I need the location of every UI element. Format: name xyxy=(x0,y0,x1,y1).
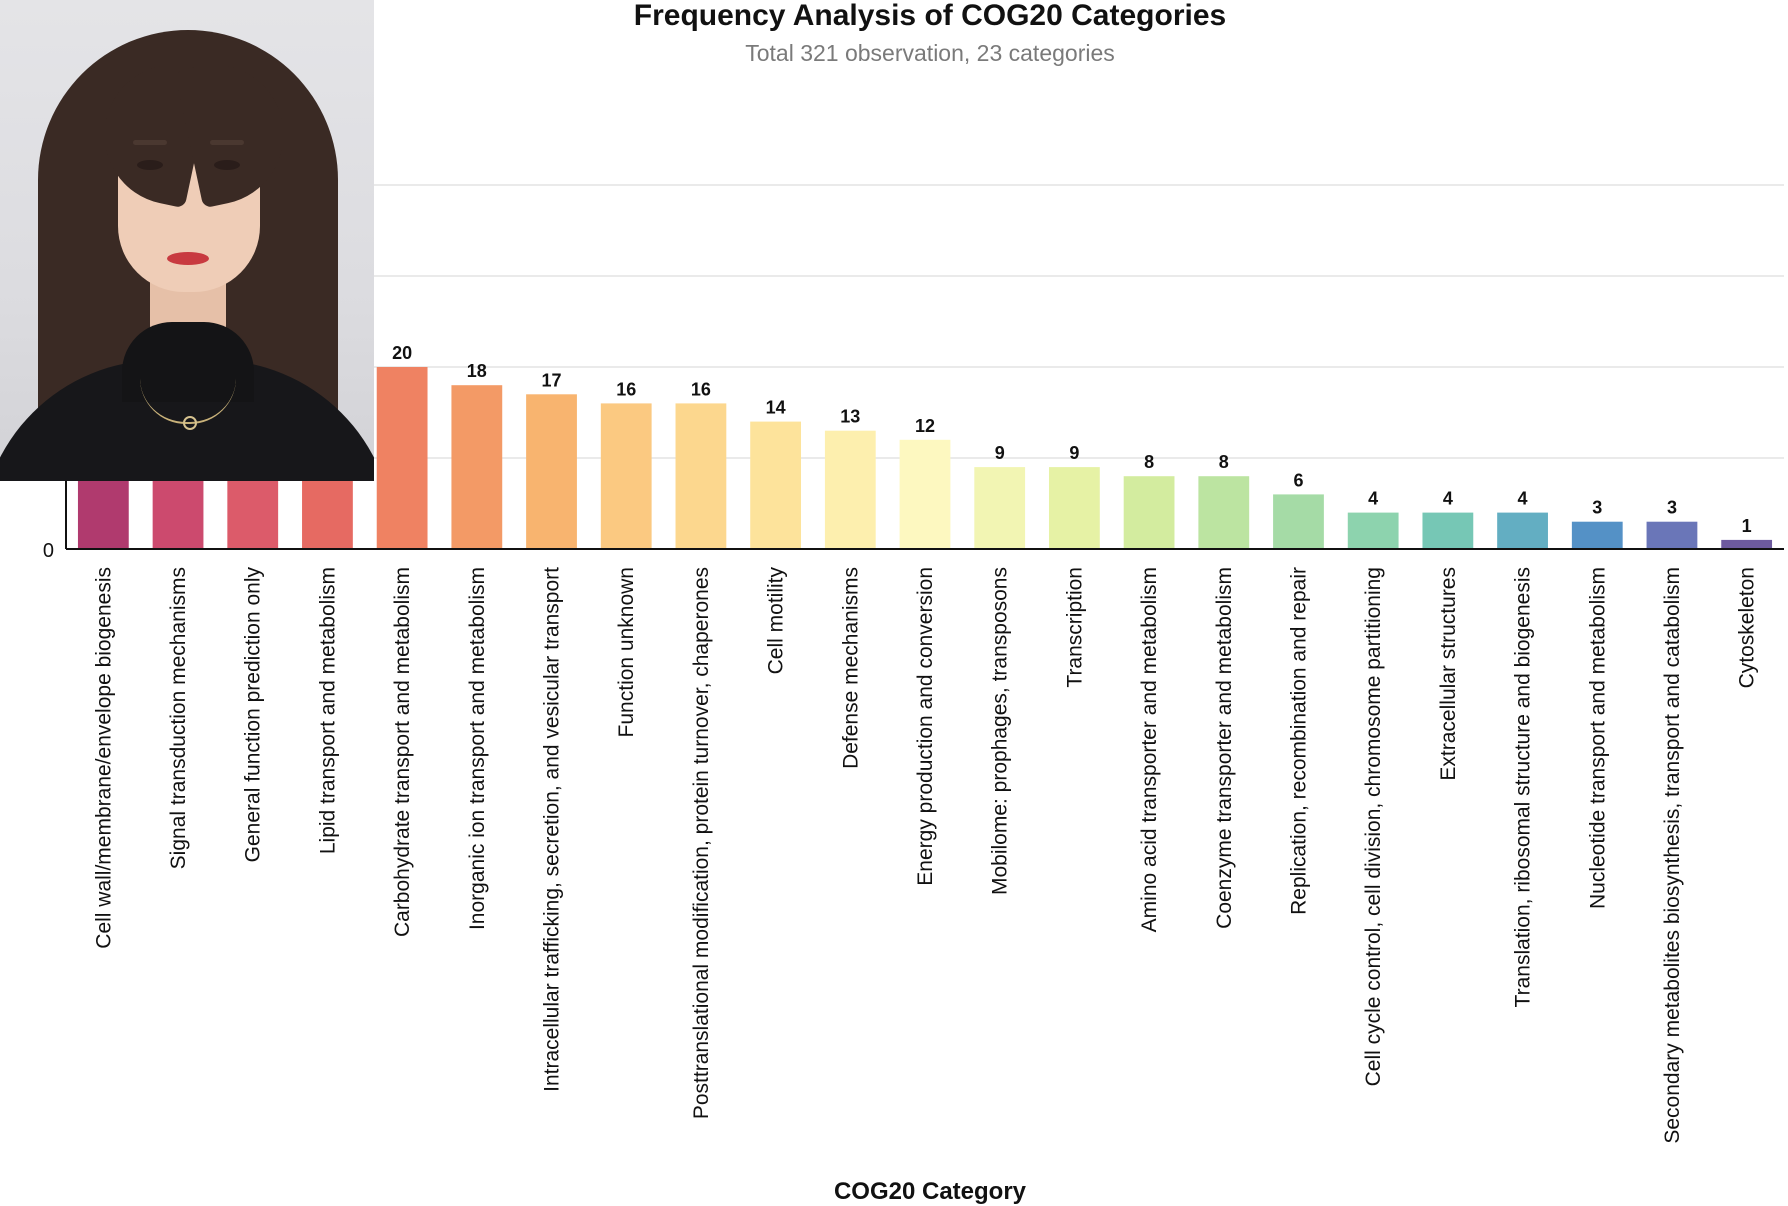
bar-20 xyxy=(1571,521,1623,549)
bar-5 xyxy=(451,385,503,549)
x-tick-label-2: General function prediction only xyxy=(242,567,265,863)
data-labels: 20 18 17 16 16 14 13 12 9 9 8 8 6 4 4 4 3 3 1 xyxy=(392,343,1752,536)
data-label-10: 13 xyxy=(840,407,860,427)
data-label-22: 1 xyxy=(1742,516,1752,536)
x-tick-label-14: Amino acid transporter and metabolism xyxy=(1138,567,1161,932)
photo-lips xyxy=(167,252,209,265)
data-label-11: 12 xyxy=(915,416,935,436)
data-label-17: 4 xyxy=(1368,489,1378,509)
bar-14 xyxy=(1123,476,1175,549)
x-tick-label-4: Carbohydrate transport and metabolism xyxy=(391,567,414,937)
x-tick-label-8: Posttranslational modification, protein … xyxy=(690,567,713,1119)
x-tick-label-18: Extracellular structures xyxy=(1437,567,1460,781)
bar-11 xyxy=(899,439,951,549)
bar-12 xyxy=(974,467,1026,549)
x-tick-label-13: Transcription xyxy=(1063,567,1086,688)
bar-6 xyxy=(526,394,577,549)
data-label-14: 8 xyxy=(1144,452,1154,472)
x-tick-label-10: Defense mechanisms xyxy=(839,567,862,769)
photo-pendant xyxy=(183,416,197,430)
x-tick-label-20: Nucleotide transport and metabolism xyxy=(1586,567,1609,909)
photo-brow-right xyxy=(210,140,244,145)
bar-15 xyxy=(1198,476,1250,549)
x-axis-title: COG20 Category xyxy=(834,1178,1027,1205)
bar-13 xyxy=(1048,467,1100,549)
x-tick-label-5: Inorganic ion transport and metabolism xyxy=(466,567,489,930)
bar-18 xyxy=(1422,512,1474,549)
x-tick-label-3: Lipid transport and metabolism xyxy=(316,567,339,854)
data-label-15: 8 xyxy=(1219,452,1229,472)
data-label-6: 17 xyxy=(542,370,562,390)
photo-brow-left xyxy=(133,140,167,145)
x-tick-label-19: Translation, ribosomal structure and bio… xyxy=(1512,567,1535,1007)
x-tick-label-6: Intracellular trafficking, secretion, an… xyxy=(541,567,564,1092)
data-label-18: 4 xyxy=(1443,489,1453,509)
x-tick-label-11: Energy production and conversion xyxy=(914,567,937,886)
data-label-7: 16 xyxy=(616,379,636,399)
x-tick-labels: Cell wall/membrane/envelope biogenesis Si… xyxy=(92,567,1758,1144)
data-label-4: 20 xyxy=(392,343,412,363)
bar-9 xyxy=(750,421,802,549)
x-tick-label-0: Cell wall/membrane/envelope biogenesis xyxy=(92,567,115,949)
data-label-19: 4 xyxy=(1518,489,1528,509)
portrait-photo xyxy=(0,0,374,481)
bar-19 xyxy=(1497,512,1548,549)
data-label-9: 14 xyxy=(766,398,786,418)
data-label-12: 9 xyxy=(995,443,1005,463)
chart-subtitle: Total 321 observation, 23 categories xyxy=(745,40,1115,66)
x-tick-label-16: Replication, recombination and repair xyxy=(1287,567,1310,915)
bar-7 xyxy=(600,403,652,549)
data-label-21: 3 xyxy=(1667,498,1677,518)
bar-17 xyxy=(1347,512,1399,549)
data-label-20: 3 xyxy=(1592,498,1602,518)
bar-21 xyxy=(1646,521,1698,549)
x-tick-label-15: Coenzyme transporter and metabolism xyxy=(1213,567,1236,929)
bar-4 xyxy=(376,367,428,549)
x-tick-label-12: Mobilome: prophages, transposons xyxy=(989,567,1012,895)
bar-16 xyxy=(1273,494,1324,549)
data-label-16: 6 xyxy=(1293,470,1303,490)
x-tick-label-22: Cytoskeleton xyxy=(1736,567,1759,688)
data-label-13: 9 xyxy=(1069,443,1079,463)
x-tick-label-7: Function unknown xyxy=(615,567,638,737)
data-label-5: 18 xyxy=(467,361,487,381)
x-tick-label-17: Cell cycle control, cell division, chrom… xyxy=(1362,567,1385,1086)
chart-title: Frequency Analysis of COG20 Categories xyxy=(634,0,1226,32)
bar-22 xyxy=(1721,539,1773,549)
x-tick-label-1: Signal transduction mechanisms xyxy=(167,567,190,869)
data-label-8: 16 xyxy=(691,379,711,399)
bar-10 xyxy=(824,430,876,549)
photo-eye-right xyxy=(214,160,240,170)
x-tick-label-9: Cell motility xyxy=(765,567,788,675)
photo-eye-left xyxy=(137,160,163,170)
bar-8 xyxy=(675,403,727,549)
y-tick-label-0: 0 xyxy=(43,540,54,562)
x-tick-label-21: Secondary metabolites biosynthesis, tran… xyxy=(1661,567,1684,1144)
